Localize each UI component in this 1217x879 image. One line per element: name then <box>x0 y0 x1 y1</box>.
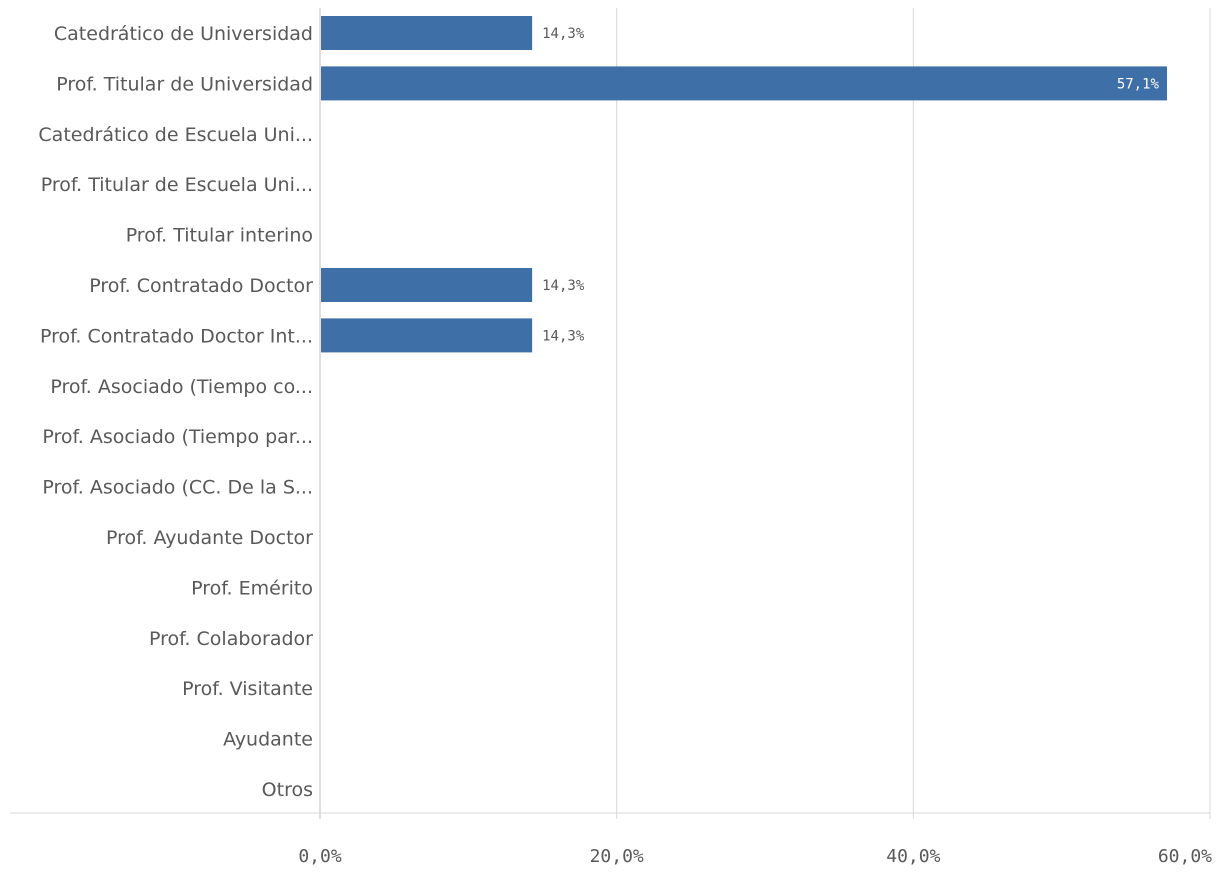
category-label-12: Prof. Colaborador <box>149 628 313 650</box>
x-tick-label-3: 60,0% <box>1158 846 1212 867</box>
category-label-11: Prof. Emérito <box>191 577 313 599</box>
category-label-2: Catedrático de Escuela Uni... <box>38 124 313 146</box>
data-label-6: 14,3% <box>542 328 585 344</box>
category-label-6: Prof. Contratado Doctor Int... <box>40 325 313 347</box>
x-tick-label-0: 0,0% <box>298 846 342 867</box>
x-tick-label-1: 20,0% <box>590 846 644 867</box>
category-label-7: Prof. Asociado (Tiempo co... <box>50 376 313 398</box>
category-label-13: Prof. Visitante <box>182 678 313 700</box>
category-label-15: Otros <box>262 779 313 801</box>
category-label-5: Prof. Contratado Doctor <box>89 275 313 297</box>
category-label-8: Prof. Asociado (Tiempo par... <box>42 426 313 448</box>
category-label-0: Catedrático de Universidad <box>54 23 313 45</box>
bar-0 <box>321 16 533 50</box>
category-label-14: Ayudante <box>223 729 313 751</box>
data-label-5: 14,3% <box>542 278 585 294</box>
x-tick-label-2: 40,0% <box>886 846 940 867</box>
category-label-10: Prof. Ayudante Doctor <box>106 527 313 549</box>
data-label-1: 57,1% <box>1117 76 1160 92</box>
category-label-4: Prof. Titular interino <box>126 225 313 247</box>
category-label-9: Prof. Asociado (CC. De la S... <box>42 477 313 499</box>
data-label-0: 14,3% <box>542 26 585 42</box>
category-label-1: Prof. Titular de Universidad <box>56 73 313 95</box>
bar-6 <box>321 318 533 353</box>
category-label-3: Prof. Titular de Escuela Uni... <box>41 174 313 196</box>
bar-5 <box>321 268 533 302</box>
bar-1 <box>321 66 1167 101</box>
